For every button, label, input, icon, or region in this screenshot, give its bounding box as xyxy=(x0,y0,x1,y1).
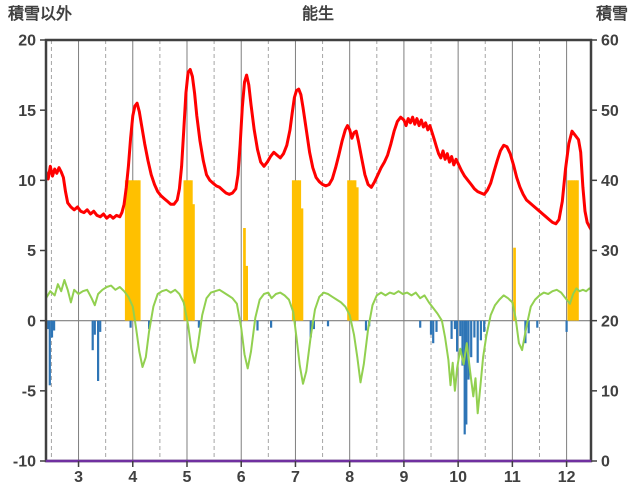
green-line-series xyxy=(46,279,591,415)
svg-text:15: 15 xyxy=(18,103,36,120)
orange-bars-series xyxy=(124,180,579,321)
svg-text:60: 60 xyxy=(601,33,619,50)
svg-text:-5: -5 xyxy=(22,383,36,400)
svg-text:11: 11 xyxy=(504,469,521,486)
right-axis-title: 積雪 xyxy=(595,6,628,23)
red-line-series xyxy=(46,68,591,231)
chart-title: 能生 xyxy=(301,6,334,23)
svg-text:0: 0 xyxy=(27,313,36,330)
svg-text:9: 9 xyxy=(399,469,408,486)
svg-text:50: 50 xyxy=(601,103,619,120)
svg-text:8: 8 xyxy=(345,469,354,486)
svg-text:4: 4 xyxy=(128,469,137,486)
svg-text:20: 20 xyxy=(601,313,619,330)
svg-text:20: 20 xyxy=(18,33,36,50)
svg-text:0: 0 xyxy=(601,454,610,471)
blue-bars-series xyxy=(47,320,568,435)
svg-text:10: 10 xyxy=(18,173,36,190)
svg-text:12: 12 xyxy=(558,469,576,486)
svg-text:5: 5 xyxy=(183,469,192,486)
svg-text:-10: -10 xyxy=(13,454,36,471)
svg-text:3: 3 xyxy=(74,469,83,486)
svg-text:5: 5 xyxy=(27,243,36,260)
svg-text:10: 10 xyxy=(601,383,619,400)
svg-text:7: 7 xyxy=(291,469,300,486)
svg-text:10: 10 xyxy=(449,469,467,486)
svg-text:30: 30 xyxy=(601,243,619,260)
svg-text:6: 6 xyxy=(237,469,246,486)
svg-text:40: 40 xyxy=(601,173,619,190)
left-axis-title: 積雪以外 xyxy=(8,6,73,23)
